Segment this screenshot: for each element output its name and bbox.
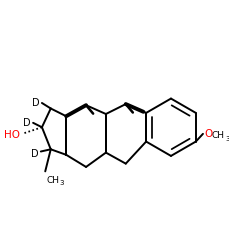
- Text: D: D: [31, 148, 38, 158]
- Text: HO: HO: [4, 129, 20, 139]
- Text: D: D: [23, 117, 31, 127]
- Text: O: O: [203, 129, 211, 139]
- Text: CH: CH: [211, 130, 224, 139]
- Text: D: D: [32, 98, 40, 107]
- Text: 3: 3: [224, 135, 229, 141]
- Text: 3: 3: [59, 179, 64, 185]
- Text: CH: CH: [46, 175, 59, 184]
